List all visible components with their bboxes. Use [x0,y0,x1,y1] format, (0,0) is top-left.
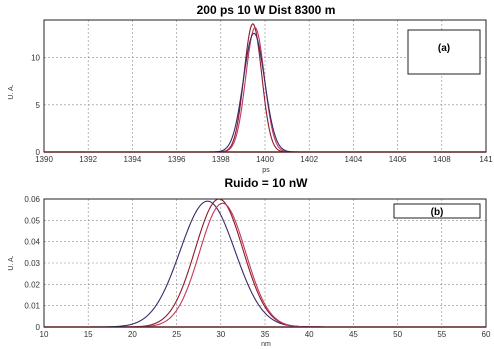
y-tick-label: 0 [36,148,41,157]
gridlines-b [44,199,486,327]
x-tick-label: 1394 [124,155,142,164]
y-tick-label: 0.06 [24,195,40,204]
legend-b: (b) [393,203,481,219]
y-tick-label: 0.01 [24,302,40,311]
x-tick-label: 60 [482,330,491,339]
x-tick-label: 30 [216,330,225,339]
x-tick-label: 1390 [35,155,53,164]
y-axis-label-b: U. A. [8,255,15,270]
chart-panel-b: Ruido = 10 nW U. A. nm 10 15 20 25 30 35 40 45 5… [8,176,491,348]
x-ticks-a: 1390 1392 1394 1396 1398 1400 1402 1404 1406 1408… [35,155,493,164]
x-tick-label: 45 [349,330,358,339]
legend-label-b: (b) [431,207,444,218]
y-tick-label: 0.03 [24,259,40,268]
chart-panel-a: 200 ps 10 W Dist 8300 m U. A. ps 1390 139… [8,3,493,174]
x-tick-label: 50 [393,330,402,339]
x-tick-label: 1392 [79,155,97,164]
x-tick-label: 20 [128,330,137,339]
plot-frame-a [43,19,487,153]
x-tick-label: 1408 [433,155,451,164]
x-tick-label: 1396 [168,155,186,164]
y-ticks-a: 0 5 10 [31,54,40,157]
x-tick-label: 35 [261,330,270,339]
plot-frame-b [43,198,487,328]
y-tick-label: 0.04 [24,238,40,247]
y-tick-label: 0.05 [24,216,40,225]
legend-box-b [393,203,481,219]
x-tick-label: 141 [479,155,493,164]
y-tick-label: 10 [31,54,40,63]
x-tick-label: 1402 [300,155,318,164]
y-ticks-b: 0 0.01 0.02 0.03 0.04 0.05 0.06 [24,195,40,332]
x-tick-label: 15 [84,330,93,339]
y-tick-label: 0 [36,323,41,332]
y-tick-label: 5 [36,101,41,110]
legend-box-a [407,29,481,75]
x-axis-label-a: ps [262,167,270,174]
x-tick-label: 40 [305,330,314,339]
y-tick-label: 0.02 [24,280,40,289]
x-tick-label: 25 [172,330,181,339]
x-tick-label: 1406 [389,155,407,164]
chart-title-a: 200 ps 10 W Dist 8300 m [197,3,336,17]
x-ticks-b: 10 15 20 25 30 35 40 45 50 55 60 [40,330,491,339]
x-tick-label: 1398 [212,155,230,164]
x-tick-label: 1400 [256,155,274,164]
chart-title-b: Ruido = 10 nW [224,176,308,190]
x-tick-label: 55 [437,330,446,339]
legend-a: (a) [407,29,481,75]
x-tick-label: 10 [40,330,49,339]
x-tick-label: 1404 [345,155,363,164]
x-axis-label-b: nm [261,341,271,348]
legend-label-a: (a) [438,43,450,54]
y-axis-label-a: U. A. [8,84,15,99]
